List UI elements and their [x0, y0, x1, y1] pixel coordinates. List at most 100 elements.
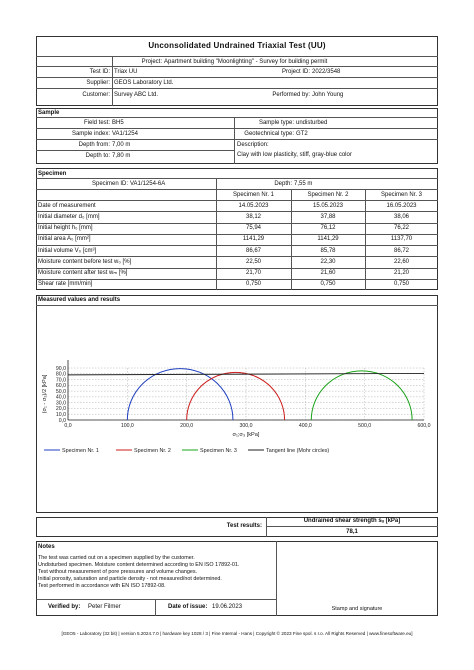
supplier-value: GEOS Laboratory Ltd.	[114, 80, 174, 86]
specimen-row-label: Initial area A₀ [mm²]	[38, 236, 91, 243]
measured-section-title: Measured values and results	[38, 297, 121, 303]
specimen-col-1-header: Specimen Nr. 1	[232, 192, 275, 198]
project-value: Apartment building "Moonlighting" - Surv…	[164, 59, 328, 65]
geo-type-value: GT2	[296, 131, 308, 137]
software-footer: [GEO5 - Laboratory (32 bit) | version 5.…	[61, 631, 413, 636]
y-tick-label: 20,0	[56, 406, 66, 412]
field-test-label: Field test:	[83, 120, 110, 126]
note-line: Test without measurement of pore pressur…	[38, 569, 198, 575]
specimen-row-value: 38,06	[393, 213, 409, 220]
specimen-row-label: Date of measurement	[38, 202, 96, 209]
depth-to-value: 7,80 m	[112, 153, 131, 159]
date-of-issue-label: Date of issue:	[168, 604, 208, 610]
specimen-row-label: Moisture content after test wₘ [%]	[38, 270, 128, 276]
depth-to-label: Depth to:	[85, 153, 110, 159]
specimen-id-value: VA1/1254-6A	[130, 181, 166, 187]
customer-label: Customer:	[82, 92, 110, 98]
specimen-row-value: 86,67	[245, 247, 261, 254]
tangent-line	[67, 372, 425, 376]
specimen-row-value: 76,22	[393, 225, 409, 231]
performed-label: Performed by:	[272, 92, 310, 98]
x-tick-label: 500,0	[358, 423, 371, 429]
mohr-circle-2	[186, 371, 286, 420]
test-results-label: Test results:	[226, 523, 262, 529]
y-tick-label: 50,0	[56, 389, 66, 395]
legend-label: Tangent line (Mohr circles)	[266, 448, 329, 454]
date-of-issue-value: 19.06.2023	[212, 604, 243, 610]
note-line: The test was carried out on a specimen s…	[38, 555, 195, 561]
specimen-block	[36, 168, 438, 290]
project-id-label: Project ID:	[281, 69, 310, 75]
supplier-label: Supplier:	[86, 80, 110, 86]
y-tick-label: 90,0	[56, 366, 66, 372]
specimen-row-label: Shear rate [mm/min]	[38, 281, 93, 288]
specimen-row-value: 1141,29	[317, 236, 339, 243]
specimen-row-value: 86,72	[393, 247, 409, 254]
performed-value: John Young	[312, 92, 344, 98]
specimen-row-value: 22,50	[245, 258, 261, 265]
x-tick-label: 400,0	[299, 423, 312, 429]
x-axis-label: σ₁;σ₃ [kPa]	[233, 432, 260, 438]
shear-strength-value: 78,1	[346, 529, 358, 535]
specimen-col-3-header: Specimen Nr. 3	[380, 192, 423, 198]
specimen-row-label: Initial diameter d₀ [mm]	[38, 213, 100, 220]
test-id-value: Triax UU	[114, 69, 138, 75]
specimen-row-value: 14.05.2023	[238, 202, 269, 209]
specimen-row-value: 15.05.2023	[312, 202, 344, 209]
stamp-signature-label: Stamp and signature	[331, 606, 383, 612]
specimen-row-value: 21,70	[245, 270, 261, 276]
specimen-row-value: 0,750	[320, 281, 336, 288]
specimen-row-value: 16.05.2023	[386, 202, 417, 209]
x-tick-label: 0,0	[64, 423, 71, 429]
specimen-row-value: 22,30	[320, 258, 336, 265]
specimen-row-value: 38,12	[245, 213, 261, 220]
legend-label: Specimen Nr. 2	[134, 448, 171, 454]
specimen-id-label: Specimen ID:	[91, 181, 128, 187]
specimen-row-value: 22,60	[393, 258, 409, 265]
x-tick-label: 300,0	[240, 423, 253, 429]
geo-type-label: Geotechnical type:	[244, 131, 294, 137]
description-label: Description:	[237, 142, 269, 148]
results-block	[36, 517, 438, 537]
specimen-row-label: Initial height h₀ [mm]	[38, 225, 93, 231]
specimen-row-value: 1141,29	[242, 236, 265, 243]
specimen-section-title: Specimen	[38, 171, 67, 177]
header-block	[36, 36, 438, 106]
specimen-row-label: Initial volume V₀ [cm³]	[38, 247, 97, 254]
project-label: Project:	[141, 59, 162, 65]
specimen-depth-label: Depth:	[274, 181, 292, 187]
specimen-row-value: 75,94	[245, 225, 261, 231]
y-tick-label: 70,0	[56, 377, 66, 383]
y-tick-label: 30,0	[56, 400, 66, 406]
specimen-row-value: 85,78	[320, 247, 336, 254]
y-tick-label: 0,0	[59, 418, 66, 424]
sample-section-title: Sample	[38, 110, 60, 116]
specimen-row-label: Moisture content before test w₀ [%]	[38, 258, 132, 265]
y-tick-label: 60,0	[56, 383, 66, 389]
y-tick-label: 40,0	[56, 395, 66, 401]
y-axis-label: (σ₁ - σ₃)/2 [kPa]	[42, 374, 48, 413]
note-line: Initial porosity, saturation and particl…	[38, 576, 222, 582]
sample-index-value: VA1/1254	[112, 131, 138, 137]
mohr-circle-3	[310, 370, 413, 420]
depth-from-value: 7,00 m	[112, 142, 131, 148]
specimen-row-value: 1137,70	[390, 236, 413, 243]
description-value: Clay with low plasticity, stiff, gray-bl…	[237, 152, 352, 158]
mohr-circle-1	[126, 368, 234, 420]
customer-value: Survey ABC Ltd.	[114, 92, 159, 98]
x-tick-label: 600,0	[418, 423, 431, 429]
specimen-row-value: 0,750	[245, 281, 261, 288]
y-tick-label: 80,0	[56, 372, 66, 378]
specimen-row-value: 21,60	[320, 270, 336, 276]
specimen-row-value: 76,12	[320, 225, 336, 231]
project-id-value: 2022/3548	[312, 69, 341, 75]
specimen-depth-value: 7,55 m	[294, 181, 313, 187]
legend-label: Specimen Nr. 3	[200, 448, 237, 454]
sample-index-label: Sample index:	[71, 131, 110, 137]
notes-title: Notes	[38, 544, 55, 550]
report-title: Unconsolidated Undrained Triaxial Test (…	[148, 41, 326, 50]
y-tick-label: 10,0	[56, 412, 66, 418]
shear-strength-header: Undrained shear strength sᵤ [kPa]	[303, 518, 401, 524]
verified-label: Verified by:	[48, 604, 81, 610]
sample-type-label: Sample type:	[258, 120, 294, 126]
